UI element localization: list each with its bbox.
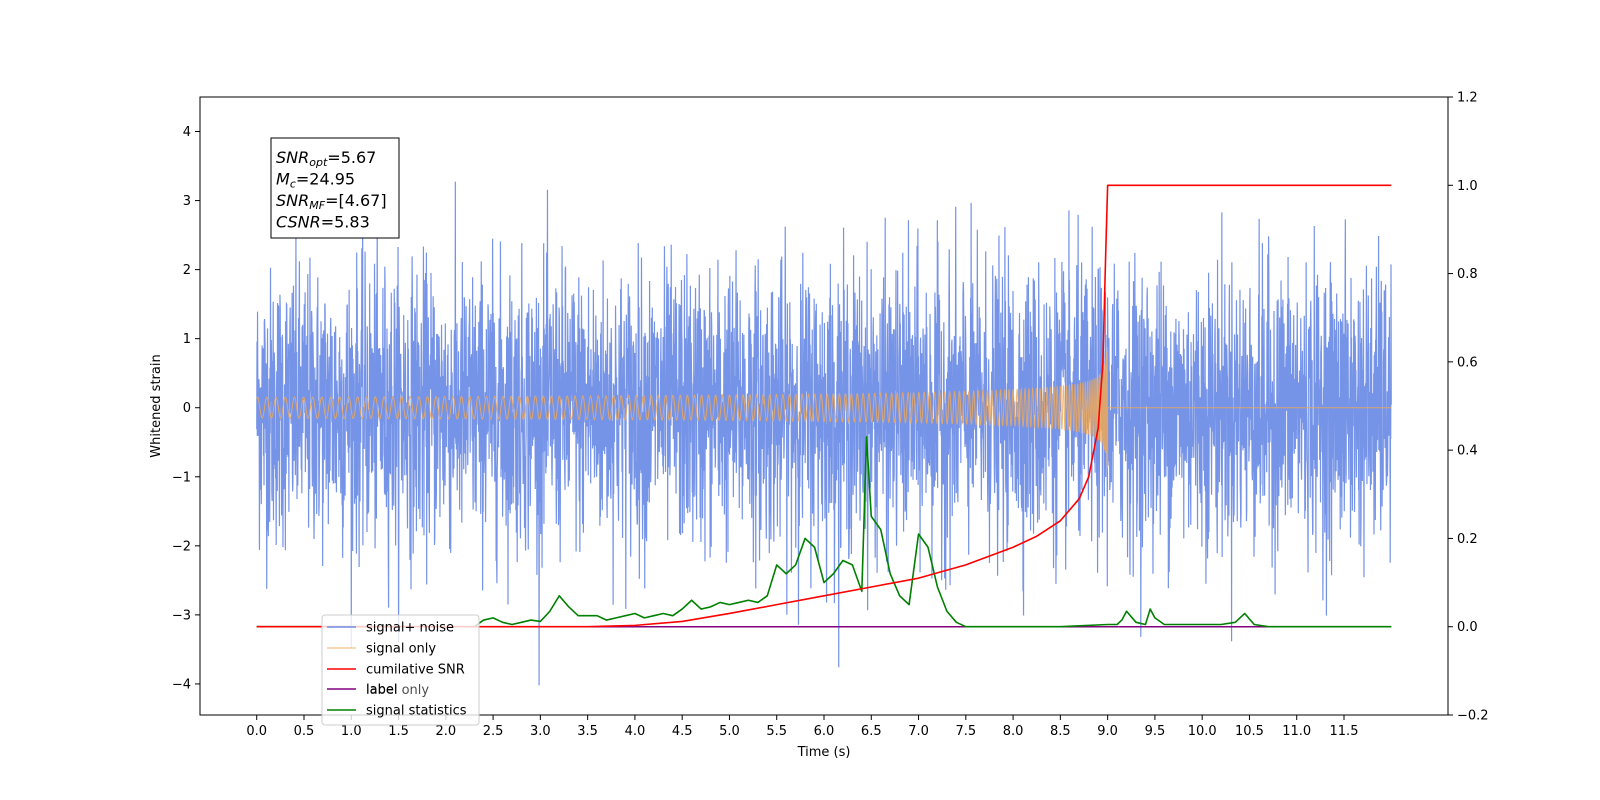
series-cumulative-snr — [256, 184, 1392, 628]
y-axis-label: Whitened strain — [149, 354, 164, 457]
y-tick-label-left: 4 — [183, 125, 191, 140]
y-tick-label-right: −0.2 — [1457, 709, 1489, 724]
x-tick-label: 8.0 — [1003, 724, 1024, 739]
y-tick-label-right: 0.4 — [1457, 444, 1478, 459]
legend-label: signal+ noise — [366, 621, 454, 636]
x-tick-label: 2.0 — [435, 724, 456, 739]
axes-layer: 0.0 0.5 1.0 1.5 2.0 2.5 3.0 3.5 4.0 4.5 5.0 5.5 6.0 6… — [172, 91, 1489, 740]
legend: label only signal+ noise signal only cumila… — [321, 614, 480, 726]
x-tick-label: 11.0 — [1282, 724, 1311, 739]
legend-label: cumilative SNR — [366, 663, 465, 678]
x-tick-label: 7.0 — [908, 724, 929, 739]
series-signal-only — [256, 347, 1392, 469]
x-tick-label: 9.5 — [1145, 724, 1166, 739]
y-tick-label-left: −1 — [172, 470, 191, 485]
annotation-line: SNRMF=[4.67] — [276, 191, 387, 212]
x-tick-label: 10.5 — [1235, 724, 1264, 739]
annotation-line: CSNR=5.83 — [276, 213, 370, 232]
x-tick-label: 10.0 — [1188, 724, 1217, 739]
x-tick-label: 5.0 — [719, 724, 740, 739]
x-tick-label: 9.0 — [1097, 724, 1118, 739]
series-signal-noise — [256, 181, 1392, 686]
y-tick-label-left: 1 — [183, 332, 191, 347]
annotation-symbol: CSNR — [276, 213, 321, 232]
annotation-value: =24.95 — [296, 170, 355, 189]
legend-label: label — [366, 683, 397, 698]
y-tick-label-right: 1.2 — [1457, 91, 1478, 106]
x-tick-label: 4.0 — [625, 724, 646, 739]
y-tick-label-right: 0.6 — [1457, 355, 1478, 370]
annotation-symbol: M — [276, 170, 290, 189]
x-tick-label: 1.0 — [341, 724, 362, 739]
annotation-subscript: MF — [309, 199, 325, 212]
legend-label: signal statistics — [366, 704, 467, 719]
y-tick-label-right: 1.0 — [1457, 179, 1478, 194]
x-tick-label: 4.5 — [672, 724, 693, 739]
x-tick-label: 0.5 — [294, 724, 315, 739]
x-tick-label: 2.5 — [483, 724, 504, 739]
y-tick-label-left: 0 — [183, 401, 191, 416]
x-tick-label: 6.5 — [861, 724, 882, 739]
annotation-line: Mc=24.95 — [276, 170, 355, 191]
x-tick-label: 0.0 — [246, 724, 267, 739]
x-tick-label: 3.5 — [577, 724, 598, 739]
x-tick-label: 6.0 — [814, 724, 835, 739]
legend-frame — [321, 614, 480, 726]
x-tick-label: 1.5 — [388, 724, 409, 739]
y-tick-label-left: 2 — [183, 263, 191, 278]
y-tick-label-right: 0.2 — [1457, 532, 1478, 547]
annotation-frame — [270, 137, 400, 239]
y-tick-label-left: −4 — [172, 677, 191, 692]
annotation-symbol: SNR — [276, 191, 309, 210]
annotation-symbol: SNR — [276, 148, 309, 167]
annotation-line: SNRopt=5.67 — [276, 148, 376, 169]
y-tick-label-left: −3 — [172, 608, 191, 623]
x-tick-label: 11.5 — [1330, 724, 1359, 739]
x-tick-label: 5.5 — [766, 724, 787, 739]
x-tick-label: 3.0 — [530, 724, 551, 739]
y-tick-label-left: −2 — [172, 539, 191, 554]
x-axis-label: Time (s) — [797, 745, 851, 760]
series-signal-statistics — [256, 436, 1392, 628]
annotation-value: =5.83 — [321, 213, 370, 232]
annotation-value: =[4.67] — [325, 191, 387, 210]
legend-label: signal only — [366, 642, 436, 657]
y-tick-label-right: 0.8 — [1457, 267, 1478, 282]
y-tick-label-right: 0.0 — [1457, 620, 1478, 635]
legend-label-hidden: label only — [366, 683, 429, 698]
x-tick-label: 7.5 — [955, 724, 976, 739]
annotation-subscript: opt — [309, 156, 328, 169]
y-tick-label-left: 3 — [183, 194, 191, 209]
x-tick-label: 8.5 — [1050, 724, 1071, 739]
annotation-value: =5.67 — [327, 148, 376, 167]
annotation-subscript: c — [290, 178, 296, 191]
